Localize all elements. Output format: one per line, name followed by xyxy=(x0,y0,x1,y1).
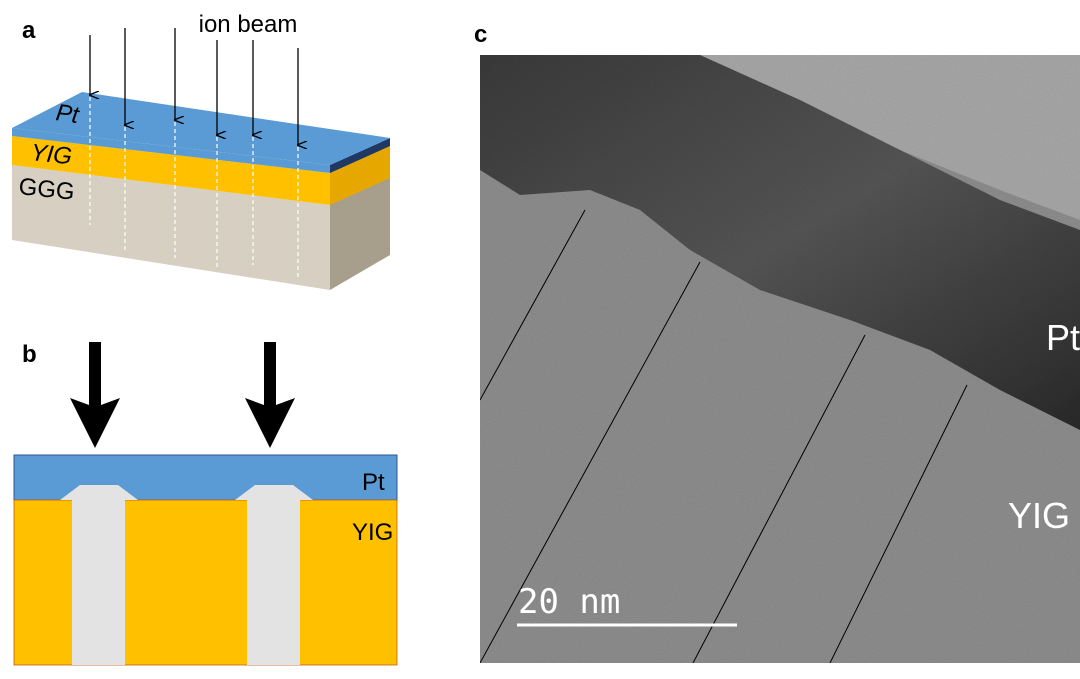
layer-label: Pt xyxy=(362,469,385,496)
layer-label: Pt xyxy=(1046,317,1080,358)
panel-label: a xyxy=(22,17,36,44)
panel-label: c xyxy=(474,21,487,48)
panel-label: b xyxy=(22,341,37,368)
scale-bar-label: 20 nm xyxy=(518,582,620,622)
layer-label: YIG xyxy=(1008,495,1070,536)
layer-label: YIG xyxy=(29,139,73,170)
annotation: ion beam xyxy=(199,11,298,38)
cross-section xyxy=(14,455,397,665)
ion-arrows xyxy=(70,342,295,448)
layer-label: YIG xyxy=(352,519,393,546)
figure: a ion beam Pt YIG GGG b Pt YIG c xyxy=(0,0,1080,679)
tem-image xyxy=(480,55,1080,663)
